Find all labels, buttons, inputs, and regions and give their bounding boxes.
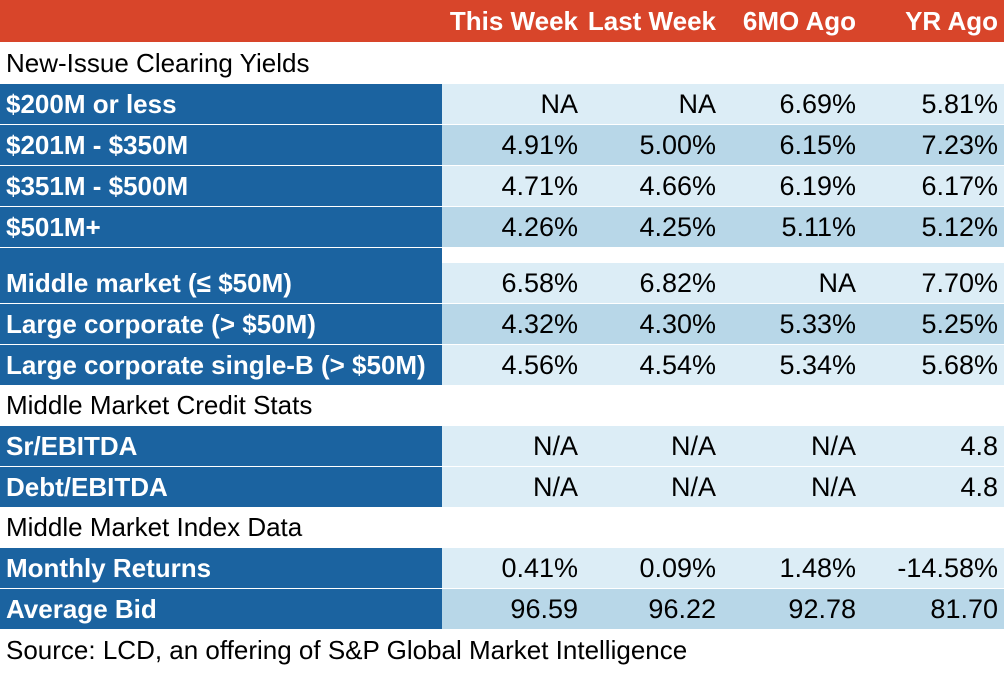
row-label: Sr/EBITDA [0, 426, 442, 466]
table-row: Large corporate single-B (> $50M) 4.56% … [0, 345, 1004, 386]
header-row: This Week Last Week 6MO Ago YR Ago [0, 0, 1004, 44]
value-yr-ago: -14.58% [860, 548, 1004, 588]
section-index-data: Middle Market Index Data [0, 508, 1004, 548]
value-last-week: 6.82% [582, 263, 720, 303]
header-6mo-ago: 6MO Ago [742, 5, 856, 36]
value-this-week: 4.71% [442, 166, 582, 206]
value-this-week: 4.32% [442, 304, 582, 344]
row-label: Average Bid [0, 589, 442, 629]
section-title: New-Issue Clearing Yields [6, 48, 310, 78]
value-yr-ago: 4.8 [860, 426, 1004, 466]
value-6mo-ago: 5.11% [720, 207, 860, 247]
table-row: $201M - $350M 4.91% 5.00% 6.15% 7.23% [0, 125, 1004, 166]
section-credit-stats: Middle Market Credit Stats [0, 386, 1004, 426]
value-this-week: 0.41% [442, 548, 582, 588]
row-label: Large corporate single-B (> $50M) [0, 345, 442, 385]
value-this-week: 6.58% [442, 263, 582, 303]
row-label: Middle market (≤ $50M) [0, 263, 442, 303]
row-label: $501M+ [0, 207, 442, 247]
value-yr-ago: 7.23% [860, 125, 1004, 165]
value-yr-ago: 7.70% [860, 263, 1004, 303]
value-this-week: 96.59 [442, 589, 582, 629]
row-label: Monthly Returns [0, 548, 442, 588]
row-label: $200M or less [0, 84, 442, 124]
value-this-week: N/A [442, 467, 582, 507]
section-title: Middle Market Index Data [6, 512, 303, 542]
value-6mo-ago: 5.33% [720, 304, 860, 344]
source-note: Source: LCD, an offering of S&P Global M… [6, 634, 688, 665]
section-clearing-yields: New-Issue Clearing Yields [0, 44, 1004, 84]
value-this-week: 4.56% [442, 345, 582, 385]
value-last-week: 4.25% [582, 207, 720, 247]
value-yr-ago: 4.8 [860, 467, 1004, 507]
value-yr-ago: 5.68% [860, 345, 1004, 385]
value-6mo-ago: 5.34% [720, 345, 860, 385]
value-6mo-ago: 6.15% [720, 125, 860, 165]
value-yr-ago: 6.17% [860, 166, 1004, 206]
source-row: Source: LCD, an offering of S&P Global M… [0, 630, 1004, 670]
value-6mo-ago: N/A [720, 467, 860, 507]
value-yr-ago: 81.70 [860, 589, 1004, 629]
value-this-week: 4.91% [442, 125, 582, 165]
value-last-week: 5.00% [582, 125, 720, 165]
header-last-week: Last Week [587, 5, 716, 36]
value-6mo-ago: NA [720, 263, 860, 303]
value-this-week: N/A [442, 426, 582, 466]
table-row: Monthly Returns 0.41% 0.09% 1.48% -14.58… [0, 548, 1004, 589]
value-6mo-ago: N/A [720, 426, 860, 466]
value-yr-ago: 5.81% [860, 84, 1004, 124]
row-label: Debt/EBITDA [0, 467, 442, 507]
table-row: Large corporate (> $50M) 4.32% 4.30% 5.3… [0, 304, 1004, 345]
value-yr-ago: 5.12% [860, 207, 1004, 247]
header-this-week: This Week [449, 5, 578, 36]
table-row: $200M or less NA NA 6.69% 5.81% [0, 84, 1004, 125]
group-spacer [0, 248, 1004, 263]
value-this-week: 4.26% [442, 207, 582, 247]
row-label: Large corporate (> $50M) [0, 304, 442, 344]
value-last-week: 96.22 [582, 589, 720, 629]
table-row: Average Bid 96.59 96.22 92.78 81.70 [0, 589, 1004, 630]
value-last-week: 4.66% [582, 166, 720, 206]
row-label: $201M - $350M [0, 125, 442, 165]
value-last-week: N/A [582, 426, 720, 466]
table-row: $351M - $500M 4.71% 4.66% 6.19% 6.17% [0, 166, 1004, 207]
spacer-label-block [0, 248, 442, 263]
table-row: Sr/EBITDA N/A N/A N/A 4.8 [0, 426, 1004, 467]
value-last-week: 0.09% [582, 548, 720, 588]
value-6mo-ago: 92.78 [720, 589, 860, 629]
value-yr-ago: 5.25% [860, 304, 1004, 344]
value-6mo-ago: 6.19% [720, 166, 860, 206]
row-label: $351M - $500M [0, 166, 442, 206]
header-yr-ago: YR Ago [905, 5, 998, 36]
value-last-week: 4.30% [582, 304, 720, 344]
value-6mo-ago: 6.69% [720, 84, 860, 124]
value-last-week: 4.54% [582, 345, 720, 385]
value-last-week: N/A [582, 467, 720, 507]
value-6mo-ago: 1.48% [720, 548, 860, 588]
table-row: $501M+ 4.26% 4.25% 5.11% 5.12% [0, 207, 1004, 248]
header-blank-cell [0, 0, 442, 42]
section-title: Middle Market Credit Stats [6, 390, 313, 420]
value-last-week: NA [582, 84, 720, 124]
table-row: Debt/EBITDA N/A N/A N/A 4.8 [0, 467, 1004, 508]
table-row: Middle market (≤ $50M) 6.58% 6.82% NA 7.… [0, 263, 1004, 304]
value-this-week: NA [442, 84, 582, 124]
